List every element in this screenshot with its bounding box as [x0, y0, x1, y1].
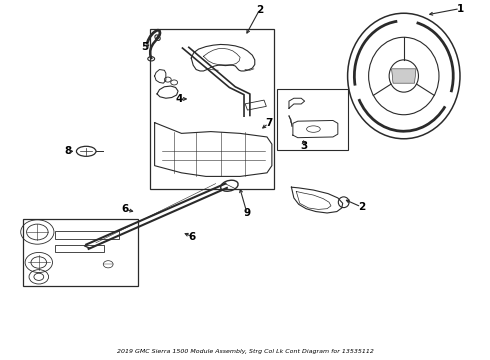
Bar — [277, 89, 347, 149]
Bar — [245, 100, 267, 110]
Text: 7: 7 — [265, 118, 272, 128]
Text: 6: 6 — [122, 204, 129, 215]
Text: 2: 2 — [256, 5, 263, 15]
Text: 5: 5 — [141, 42, 148, 52]
Bar — [150, 30, 274, 189]
Polygon shape — [392, 69, 416, 83]
Bar — [55, 230, 119, 239]
Text: 8: 8 — [65, 146, 72, 156]
Text: 2019 GMC Sierra 1500 Module Assembly, Strg Col Lk Cont Diagram for 13535112: 2019 GMC Sierra 1500 Module Assembly, St… — [117, 349, 373, 354]
Text: 2: 2 — [358, 202, 365, 212]
Text: 6: 6 — [189, 232, 196, 242]
Bar — [55, 245, 104, 252]
Bar — [23, 220, 138, 286]
Text: 3: 3 — [300, 141, 307, 151]
Text: 1: 1 — [456, 4, 464, 14]
Text: 9: 9 — [244, 208, 250, 218]
Text: 4: 4 — [175, 94, 183, 104]
